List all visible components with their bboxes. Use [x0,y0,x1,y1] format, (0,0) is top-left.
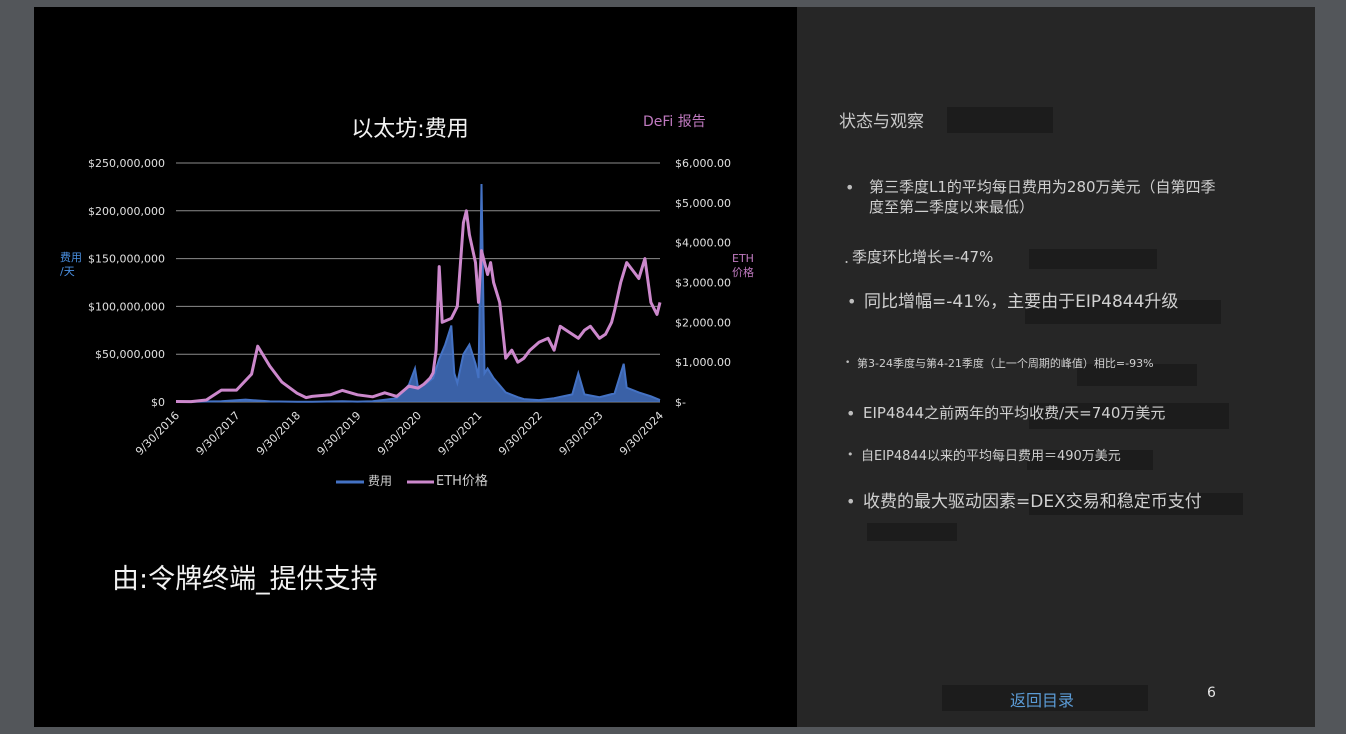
y-tick-label-right: $6,000.00 [675,157,731,170]
observation-text: 第三季度L1的平均每日费用为280万美元（自第四季度至第二季度以来最低） [869,178,1216,217]
x-tick-label: 9/30/2023 [557,409,606,458]
observation-item: • 自EIP4844以来的平均每日费用＝490万美元 [847,448,1267,466]
y-tick-label-right: $- [675,396,686,409]
y-tick-label-left: $150,000,000 [88,253,165,266]
observation-item: • EIP4844之前两年的平均收费/天=740万美元 [846,403,1266,423]
observation-text: 收费的最大驱动因素=DEX交易和稳定币支付 [863,492,1202,512]
x-tick-label: 9/30/2020 [375,409,424,458]
y-tick-label-left: $250,000,000 [88,157,165,170]
chart-title: 以太坊:费用 [351,117,468,142]
back-to-contents-link[interactable]: 返回目录 [1010,691,1075,710]
fees-chart: $0 $50,000,000 $100,000,000 $150,000,000 $20… [60,114,754,489]
observation-text: 同比增幅=-41%，主要由于EIP4844升级 [864,292,1179,312]
observation-item: . 季度环比增长=-47% [844,247,1224,267]
legend: 费用 ETH价格 [336,473,488,489]
observation-text: 第3-24季度与第4-21季度（上一个周期的峰值）相比=-93% [857,357,1154,370]
source-label: DeFi 报告 [643,114,706,130]
observation-item: • 第3-24季度与第4-21季度（上一个周期的峰值）相比=-93% [845,357,1285,372]
observation-text: 季度环比增长=-47% [852,248,994,266]
y-tick-label-right: $2,000.00 [675,316,731,329]
x-tick-label: 9/30/2021 [436,409,485,458]
legend-fees-label: 费用 [368,474,392,488]
observation-item: • 收费的最大驱动因素=DEX交易和稳定币支付 [846,491,1286,514]
y-axis-label-left: 费用/天 [60,251,82,278]
x-tick-label: 9/30/2022 [496,409,545,458]
x-tick-label: 9/30/2019 [315,409,364,458]
observation-text: EIP4844之前两年的平均收费/天=740万美元 [863,404,1166,422]
axis-label-line: ETH [732,252,754,265]
y-tick-label-left: $50,000,000 [95,348,165,361]
chart-area: $0 $50,000,000 $100,000,000 $150,000,000 $20… [34,7,797,727]
y-tick-label-right: $5,000.00 [675,197,731,210]
y-tick-label-left: $200,000,000 [88,205,165,218]
series-eth-price-line [175,209,662,404]
x-tick-label: 9/30/2017 [194,409,243,458]
status-panel: 状态与观察 • 第三季度L1的平均每日费用为280万美元（自第四季度至第二季度以… [797,7,1315,727]
x-tick-label: 9/30/2024 [617,409,666,458]
axis-label-line: 价格 [732,265,754,279]
series-fees-line [175,183,661,403]
observation-item: • 第三季度L1的平均每日费用为280万美元（自第四季度至第二季度以来最低） [845,178,1216,217]
observation-text: 自EIP4844以来的平均每日费用＝490万美元 [861,449,1121,464]
axis-label-line: /天 [60,265,75,278]
x-tick-label: 9/30/2018 [254,409,303,458]
y-tick-label-left: $0 [151,396,165,409]
credit-text: 由:令牌终端_提供支持 [112,564,378,595]
x-tick-label: 9/30/2016 [133,409,182,458]
page-number: 6 [1207,685,1216,701]
series-fees-area [176,184,660,402]
axis-label-line: 费用 [60,251,82,264]
observation-item: • 同比增幅=-41%，主要由于EIP4844升级 [847,291,1267,314]
y-tick-label-right: $3,000.00 [675,277,731,290]
y-tick-label-right: $4,000.00 [675,237,731,250]
y-tick-label-right: $1,000.00 [675,356,731,369]
slide: $0 $50,000,000 $100,000,000 $150,000,000 $20… [34,7,1315,727]
panel-title: 状态与观察 [839,112,924,132]
y-tick-label-left: $100,000,000 [88,300,165,313]
legend-eth-label: ETH价格 [436,473,488,489]
y-axis-label-right: ETH 价格 [732,252,754,279]
